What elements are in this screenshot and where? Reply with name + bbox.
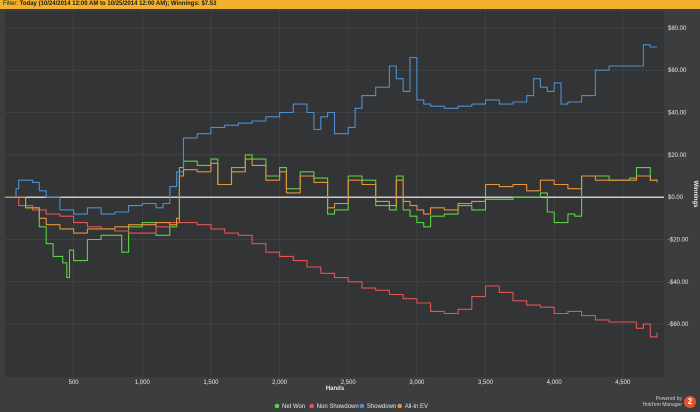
legend-marker xyxy=(397,403,403,409)
legend-marker xyxy=(359,403,365,409)
x-tick-label: 3,500 xyxy=(478,380,494,386)
y-tick-label: $0.00 xyxy=(668,195,684,201)
y-tick-label: $80.00 xyxy=(668,26,687,32)
x-tick-label: 3,000 xyxy=(409,380,425,386)
branding-line2: Hold'em Manager xyxy=(642,402,682,408)
legend-item: Showdown xyxy=(367,404,396,410)
hm2-logo-badge: 2 xyxy=(684,396,696,408)
y-tick-label: -$20.00 xyxy=(668,237,689,243)
x-tick-label: 2,500 xyxy=(341,380,357,386)
x-tick-label: 1,500 xyxy=(203,380,219,386)
x-axis-label: Hands xyxy=(326,386,345,392)
y-tick-label: $60.00 xyxy=(668,68,687,74)
x-tick-label: 4,500 xyxy=(615,380,631,386)
x-axis: 500 1,000 1,500 2,000 2,500 3,000 3,500 4,000 4,… xyxy=(69,380,631,386)
filter-text: Today (10/24/2014 12:00 AM to 10/25/2014… xyxy=(19,1,217,7)
y-tick-label: -$60.00 xyxy=(668,322,689,328)
branding: Powered by Hold'em Manager xyxy=(643,396,682,408)
x-tick-label: 2,000 xyxy=(272,380,288,386)
y-tick-label: $20.00 xyxy=(668,153,687,159)
plot-area xyxy=(5,11,664,377)
winnings-graph[interactable]: $80.00 $60.00 $40.00 $20.00 $0.00 -$20.00 -$40… xyxy=(0,9,700,412)
filter-label: Filter: xyxy=(3,1,18,7)
y-axis: $80.00 $60.00 $40.00 $20.00 $0.00 -$20.00 -$40… xyxy=(668,26,689,328)
legend: Net Won Non Showdown Showdown All-In EV xyxy=(274,403,428,410)
legend-marker xyxy=(309,403,315,409)
legend-item: Non Showdown xyxy=(317,404,359,410)
y-tick-label: -$40.00 xyxy=(668,280,689,286)
filter-bar: Filter: Today (10/24/2014 12:00 AM to 10… xyxy=(0,0,700,9)
legend-marker xyxy=(274,403,280,409)
branding-line1: Powered by xyxy=(655,396,682,402)
series-line-all-in-ev xyxy=(5,158,658,234)
series-line-non-showdown xyxy=(5,196,658,338)
series-line-net-won xyxy=(5,154,658,279)
legend-item: All-In EV xyxy=(405,404,428,410)
x-tick-label: 4,000 xyxy=(547,380,563,386)
x-tick-label: 500 xyxy=(69,380,80,386)
series-line-showdown xyxy=(5,44,658,215)
legend-item: Net Won xyxy=(282,404,305,410)
series-lines xyxy=(5,44,658,338)
y-axis-label: Winnings xyxy=(692,181,698,209)
y-tick-label: $40.00 xyxy=(668,111,687,117)
x-tick-label: 1,000 xyxy=(135,380,151,386)
